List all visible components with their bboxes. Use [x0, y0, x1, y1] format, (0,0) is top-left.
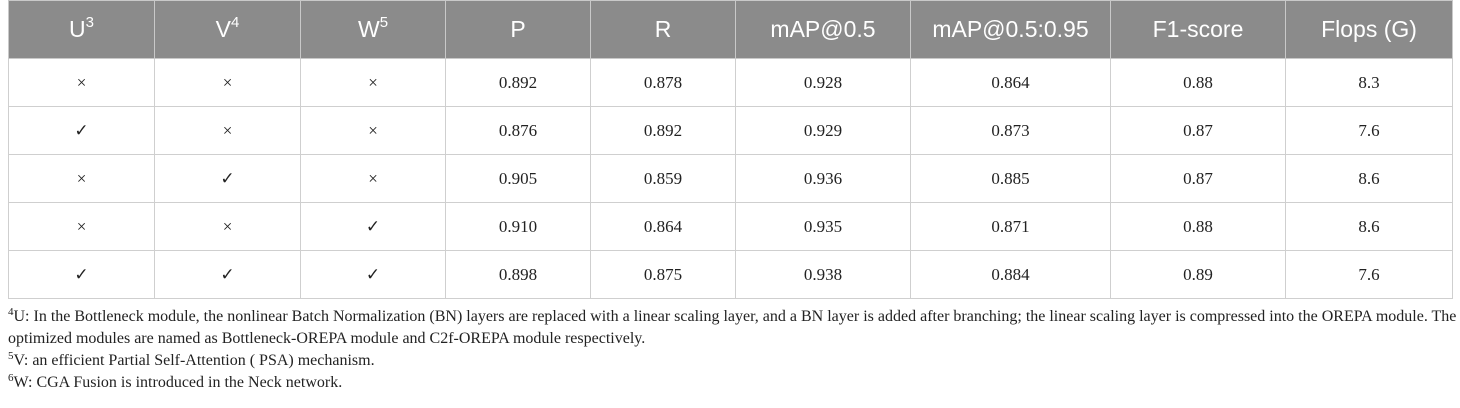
table-cell: 7.6: [1285, 250, 1453, 299]
footnote: 6W: CGA Fusion is introduced in the Neck…: [8, 372, 1458, 394]
table-cell: 0.87: [1110, 106, 1286, 155]
header-text: V: [215, 16, 231, 42]
table-cell: ×: [154, 58, 301, 107]
table-cell: 0.864: [590, 202, 736, 251]
table-cell: 0.892: [445, 58, 591, 107]
table-cell: 0.928: [735, 58, 911, 107]
table-cell: 0.864: [910, 58, 1111, 107]
header-text: mAP@0.5: [770, 16, 876, 42]
header-text: W: [357, 16, 380, 42]
table-cell: ×: [154, 202, 301, 251]
table-cell: 0.936: [735, 154, 911, 203]
table-row: × ✓ × 0.905 0.859 0.936 0.885 0.87 8.6: [8, 154, 1453, 203]
header-text: U: [69, 16, 86, 42]
header-text: P: [510, 16, 526, 42]
table-cell: ✓: [300, 202, 446, 251]
table-cell: 8.6: [1285, 154, 1453, 203]
header-cell: W5: [300, 0, 446, 59]
table-cell: ×: [8, 202, 155, 251]
footnote-mark: 6: [8, 372, 14, 384]
table-cell: 0.88: [1110, 202, 1286, 251]
table-cell: 0.938: [735, 250, 911, 299]
table-cell: ×: [300, 58, 446, 107]
table-body: × × × 0.892 0.878 0.928 0.864 0.88 8.3 ✓ × × 0.876 0.…: [8, 58, 1453, 299]
footnote: 5V: an efficient Partial Self-Attention …: [8, 350, 1458, 372]
table-row: ✓ ✓ ✓ 0.898 0.875 0.938 0.884 0.89 7.6: [8, 250, 1453, 299]
table-cell: ×: [8, 58, 155, 107]
table-cell: 0.884: [910, 250, 1111, 299]
table-cell: ×: [154, 106, 301, 155]
table-cell: 0.885: [910, 154, 1111, 203]
header-cell: Flops (G): [1285, 0, 1453, 59]
table-cell: ×: [8, 154, 155, 203]
footnotes: 4U: In the Bottleneck module, the nonlin…: [8, 306, 1458, 394]
table-cell: 0.873: [910, 106, 1111, 155]
table-cell: 0.929: [735, 106, 911, 155]
header-superscript: 5: [379, 14, 389, 31]
header-text: mAP@0.5:0.95: [932, 16, 1089, 42]
table-cell: ✓: [8, 250, 155, 299]
table-cell: 7.6: [1285, 106, 1453, 155]
table-row: ✓ × × 0.876 0.892 0.929 0.873 0.87 7.6: [8, 106, 1453, 155]
table-cell: ×: [300, 106, 446, 155]
table-cell: 0.859: [590, 154, 736, 203]
table-cell: 0.88: [1110, 58, 1286, 107]
table-cell: 0.878: [590, 58, 736, 107]
footnote-text: U: In the Bottleneck module, the nonline…: [8, 308, 1457, 347]
table-row: × × ✓ 0.910 0.864 0.935 0.871 0.88 8.6: [8, 202, 1453, 251]
footnote-text: W: CGA Fusion is introduced in the Neck …: [13, 374, 343, 391]
table-cell: ✓: [300, 250, 446, 299]
table-row: × × × 0.892 0.878 0.928 0.864 0.88 8.3: [8, 58, 1453, 107]
table-cell: 0.89: [1110, 250, 1286, 299]
table-cell: ×: [300, 154, 446, 203]
table-cell: 0.87: [1110, 154, 1286, 203]
header-cell: P: [445, 0, 591, 59]
footnote: 4U: In the Bottleneck module, the nonlin…: [8, 306, 1458, 350]
table-cell: 0.871: [910, 202, 1111, 251]
header-cell: mAP@0.5: [735, 0, 911, 59]
header-superscript: 4: [231, 14, 240, 31]
header-text: Flops (G): [1321, 16, 1417, 42]
table-cell: 0.905: [445, 154, 591, 203]
header-cell: F1-score: [1110, 0, 1286, 59]
table-cell: 0.898: [445, 250, 591, 299]
header-text: R: [654, 16, 672, 42]
table-cell: 0.876: [445, 106, 591, 155]
table-cell: ✓: [154, 250, 301, 299]
footnote-mark: 5: [8, 350, 14, 362]
footnote-mark: 4: [8, 306, 14, 318]
header-cell: V4: [154, 0, 301, 59]
table-cell: 0.875: [590, 250, 736, 299]
table-cell: ✓: [154, 154, 301, 203]
table-cell: 8.3: [1285, 58, 1453, 107]
table-cell: 0.910: [445, 202, 591, 251]
table-cell: 8.6: [1285, 202, 1453, 251]
table-cell: 0.892: [590, 106, 736, 155]
footnote-text: V: an efficient Partial Self-Attention (…: [13, 352, 375, 369]
table-cell: 0.935: [735, 202, 911, 251]
header-text: F1-score: [1152, 16, 1244, 42]
header-cell: U3: [8, 0, 155, 59]
header-cell: R: [590, 0, 736, 59]
header-superscript: 3: [85, 14, 94, 31]
header-cell: mAP@0.5:0.95: [910, 0, 1111, 59]
table-cell: ✓: [8, 106, 155, 155]
